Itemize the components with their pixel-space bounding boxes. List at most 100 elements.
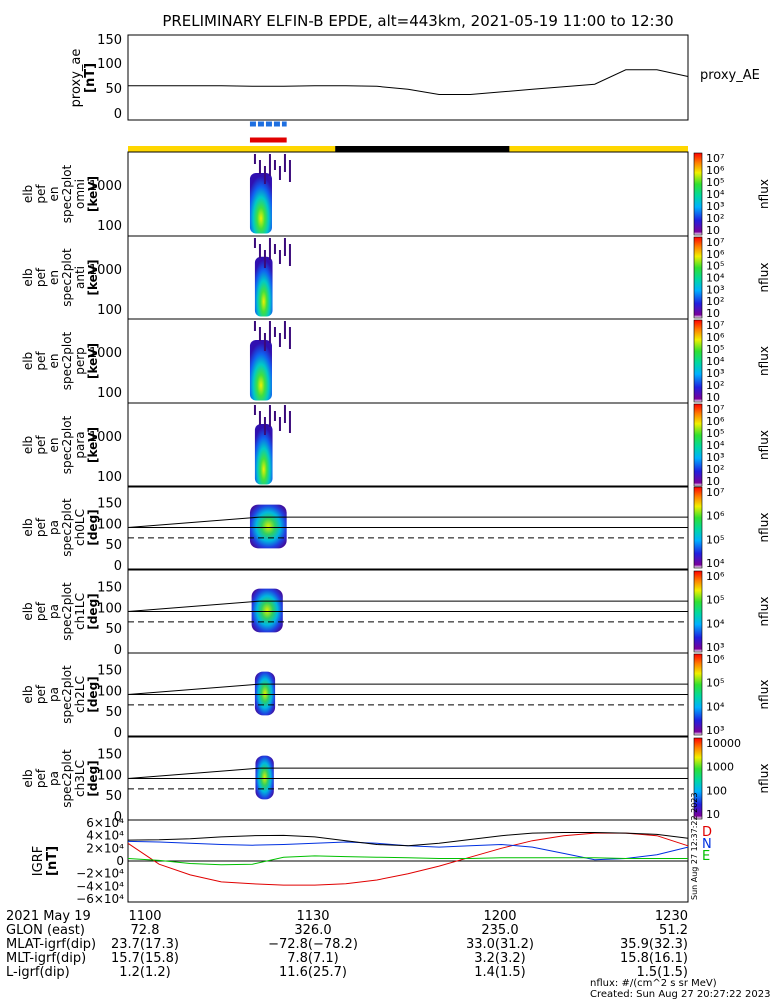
orbit-value: 23.7(17.3) [111, 937, 179, 952]
pa-loss-cone-ramp [127, 600, 260, 612]
pa-ylabel-line: spec2plot [60, 498, 74, 557]
energy-ylabel-line: elb [21, 436, 35, 454]
colorbar-tick: 1000 [706, 761, 734, 774]
energy-frame [127, 402, 689, 488]
pa-ytick: 150 [97, 497, 122, 512]
colorbar-tick: 10⁶ [706, 510, 725, 523]
status-segment-2 [509, 146, 688, 152]
orbit-value: 1.4(1.5) [474, 965, 526, 980]
energy-speckle [288, 411, 291, 433]
pa-ylabel-line: pa [47, 604, 61, 619]
orbit-value: 7.8(7.1) [287, 951, 339, 966]
pa-ylabel-line: [deg] [86, 676, 100, 712]
orbit-value: −72.8(−78.2) [268, 937, 358, 952]
legend-e: E [702, 849, 710, 864]
colorbar-tick: 10⁷ [706, 403, 724, 416]
pa-ylabel-line: [deg] [86, 593, 100, 629]
energy-panel-2: 1000 100 elb pef en spec2plot perp [keV] [21, 318, 689, 404]
colorbar-tick: 10⁷ [706, 236, 724, 249]
energy-ylabel-line: para [73, 431, 87, 458]
colorbar-gradient [693, 236, 703, 319]
pa-ylabel-line: ch2LC [73, 676, 87, 713]
colorbars: 10⁷10⁶10⁵10⁴10³10²10nflux10⁷10⁶10⁵10⁴10³… [693, 152, 771, 821]
ae-series-label: proxy_AE [700, 68, 760, 83]
igrf-ylabel-1: IGRF [31, 846, 46, 876]
colorbar-tick: 10⁵ [706, 343, 724, 356]
pa-ytick: 150 [97, 581, 122, 596]
colorbar-tick: 10⁴ [706, 188, 725, 201]
colorbar-gradient [693, 486, 703, 569]
energy-speckle [278, 333, 281, 347]
colorbar-6: 10⁶ 10⁵ 10⁴ 10³ nflux [693, 653, 771, 737]
pa-spectrogram-blob [255, 755, 274, 800]
igrf-ytick: −6×10⁴ [76, 892, 124, 906]
energy-spectrogram-blob [254, 424, 273, 485]
pa-ylabel-line: pef [34, 768, 48, 788]
igrf-ytick: −2×10⁴ [76, 867, 124, 881]
energy-ylabel-line: omni [73, 179, 87, 209]
colorbar-tick: 10³ [706, 641, 724, 654]
energy-frame [127, 235, 689, 320]
energy-speckle [253, 321, 256, 331]
energy-ylabel-line: spec2plot [60, 164, 74, 223]
colorbar-tick: 10⁶ [706, 653, 725, 666]
energy-ylabel-line: spec2plot [60, 415, 74, 474]
colorbar-tick: 10⁵ [706, 677, 724, 690]
energy-speckle [268, 238, 271, 260]
colorbar-tick: 10 [706, 391, 720, 404]
status-segment-0 [128, 146, 336, 152]
ae-ytick: 0 [114, 107, 122, 122]
pa-ytick: 50 [105, 622, 122, 637]
colorbar-gradient [693, 403, 703, 487]
colorbar-tick: 10⁵ [706, 427, 724, 440]
pa-ytick: 0 [114, 643, 122, 658]
energy-speckle [283, 238, 286, 256]
pa-ytick: 0 [114, 559, 122, 574]
colorbar-tick: 10000 [706, 737, 741, 750]
energy-speckle [253, 405, 256, 415]
colorbar-gradient [693, 570, 703, 653]
colorbar-label: nflux [757, 346, 771, 376]
colorbar-tick: 10⁷ [706, 486, 724, 499]
energy-panel-3: 1000 100 elb pef en spec2plot para [keV] [21, 402, 689, 488]
colorbar-gradient [693, 737, 703, 820]
status-bar [128, 146, 688, 152]
colorbar-label: nflux [757, 513, 771, 543]
energy-ylabel-line: en [47, 270, 61, 285]
time-tick-label: 1230 [655, 909, 688, 924]
pa-ylabel-line: pa [47, 520, 61, 535]
colorbar-tick: 10² [706, 463, 724, 476]
energy-ytick: 100 [97, 219, 122, 234]
energy-ytick: 100 [97, 386, 122, 401]
colorbar-7: 10000 1000 100 10 nflux [693, 737, 771, 821]
energy-ytick: 100 [97, 470, 122, 485]
footer-created: Created: Sun Aug 27 20:27:22 2023 [590, 989, 770, 1000]
pa-ylabel-line: elb [21, 769, 35, 787]
colorbar-tick: 10⁷ [706, 152, 724, 165]
pa-ytick: 50 [105, 538, 122, 553]
colorbar-tick: 10² [706, 295, 724, 308]
igrf-ytick: −4×10⁴ [76, 879, 124, 893]
energy-panel-1: 1000 100 elb pef en spec2plot anti [keV] [21, 235, 689, 320]
ae-ylabel-2: [nT] [83, 63, 98, 93]
energy-spectrogram-blob [254, 256, 273, 317]
energy-speckle [253, 238, 256, 248]
legend-d: D [702, 825, 712, 840]
pa-ylabel-line: spec2plot [60, 665, 74, 724]
pa-ylabel-line: elb [21, 518, 35, 536]
pa-panel-2: 150 100 50 0 elb pef pa spec2plot ch2LC [deg] [21, 652, 689, 741]
energy-ylabel-line: elb [21, 268, 35, 286]
energy-ylabel-line: [keV] [86, 427, 100, 463]
colorbar-5: 10⁶ 10⁵ 10⁴ 10³ nflux [693, 570, 771, 654]
ae-ytick: 50 [105, 82, 122, 97]
colorbar-tick: 10⁶ [706, 570, 725, 583]
colorbar-gradient [693, 653, 703, 736]
energy-frame [127, 151, 689, 237]
colorbar-gradient [693, 319, 703, 403]
igrf-lines [127, 832, 689, 886]
energy-ytick: 1000 [89, 346, 122, 361]
